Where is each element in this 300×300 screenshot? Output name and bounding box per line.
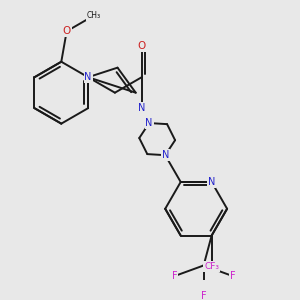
Text: F: F	[172, 271, 177, 281]
Text: F: F	[201, 291, 206, 300]
Text: CF₃: CF₃	[204, 262, 219, 271]
Text: N: N	[84, 72, 92, 82]
Text: N: N	[146, 118, 153, 128]
Text: N: N	[208, 177, 215, 187]
Text: N: N	[161, 150, 169, 160]
Text: O: O	[138, 41, 146, 51]
Text: F: F	[230, 271, 236, 281]
Text: CH₃: CH₃	[86, 11, 100, 20]
Text: N: N	[138, 103, 146, 113]
Text: O: O	[62, 26, 71, 36]
